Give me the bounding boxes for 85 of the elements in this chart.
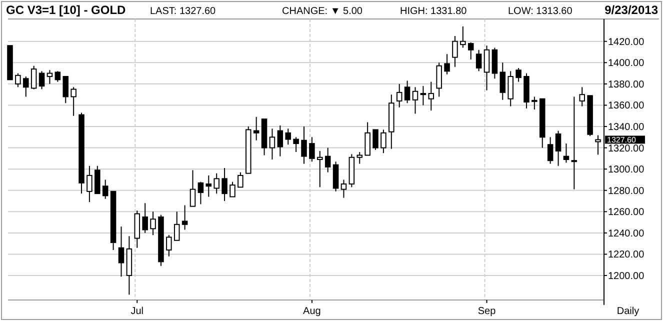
candlestick <box>332 161 339 192</box>
candlestick <box>532 96 538 110</box>
y-tick-label: 1320.00 <box>608 143 645 154</box>
candlestick <box>340 179 347 198</box>
candlestick <box>428 81 434 112</box>
text: 9/23/2013 <box>604 3 658 17</box>
candlestick <box>182 204 188 230</box>
text: LAST: 1327.60 <box>150 6 216 17</box>
candlestick <box>595 134 601 156</box>
y-tick-label: 1400.00 <box>608 58 645 70</box>
candlestick <box>38 70 45 90</box>
candlestick <box>94 165 100 194</box>
candlestick <box>452 36 458 68</box>
y-tick-label: 1220.00 <box>608 250 645 261</box>
candlestick <box>484 45 490 91</box>
candlestick <box>309 136 315 162</box>
y-tick-label: 1240.00 <box>608 228 645 240</box>
candlestick <box>324 147 331 173</box>
x-tick-label: Aug <box>303 306 321 317</box>
y-tick-label: 1420.00 <box>608 36 645 48</box>
x-tick-label: Sep <box>478 306 496 317</box>
candlestick <box>214 172 220 194</box>
candlestick <box>269 128 276 160</box>
candlestick <box>46 70 53 84</box>
text: 1327.60 <box>607 136 636 144</box>
candlestick <box>15 72 21 88</box>
candlestick <box>238 172 244 188</box>
candlestick <box>364 122 370 156</box>
candlestick <box>460 26 466 48</box>
candlestick <box>102 179 108 200</box>
text: HIGH: 1331.80 <box>400 6 468 17</box>
candlestick <box>206 174 212 198</box>
candlestick <box>30 65 37 90</box>
candlestick <box>54 70 61 82</box>
candlestick <box>118 226 124 278</box>
candlestick <box>372 129 378 150</box>
candlestick <box>436 62 442 98</box>
candlestick <box>412 86 418 114</box>
candlestick <box>198 181 204 205</box>
y-tick-label: 1200.00 <box>608 271 645 282</box>
candlestick <box>404 80 410 104</box>
text: LOW: 1313.60 <box>508 6 573 17</box>
candlestick <box>293 136 299 153</box>
candlestick <box>230 181 236 198</box>
candlestick <box>396 83 402 108</box>
x-tick-label: Jul <box>130 306 144 317</box>
candlestick <box>62 76 69 104</box>
chart-title: GC V3=1 [10] - GOLD <box>6 3 126 17</box>
candlestick <box>166 234 172 257</box>
candlestick <box>444 54 450 75</box>
text: CHANGE: ▼ 5.00 <box>282 6 363 17</box>
y-tick-label: 1280.00 <box>608 186 645 197</box>
candlestick <box>253 116 260 141</box>
candlestick <box>277 124 284 157</box>
text: Daily <box>616 306 640 317</box>
candlestick <box>555 130 562 166</box>
candlestick <box>142 202 148 234</box>
candlestick <box>563 143 570 164</box>
candlestick <box>174 211 180 241</box>
candlestick <box>571 96 578 190</box>
candlestick <box>70 86 76 116</box>
candlestick <box>301 126 307 164</box>
candlestick <box>222 168 228 202</box>
candlestick <box>476 49 482 72</box>
candlestick <box>356 152 363 164</box>
y-tick-label: 1360.00 <box>608 100 645 112</box>
candlestick <box>150 211 156 236</box>
candlestick <box>380 129 386 154</box>
candlestick <box>285 128 291 146</box>
candlestick <box>508 70 514 107</box>
candlestick <box>500 62 506 100</box>
candlestick <box>547 136 554 164</box>
y-tick-label: 1340.00 <box>608 122 645 134</box>
candlestick <box>86 165 92 203</box>
candlestick <box>317 150 323 188</box>
y-tick-label: 1380.00 <box>608 79 645 90</box>
candlestick <box>492 47 498 80</box>
candlestick <box>516 67 522 82</box>
candlestick <box>468 42 474 60</box>
candlestick <box>579 86 585 107</box>
candlestick <box>190 170 196 207</box>
candlestick <box>420 86 426 106</box>
candlestick <box>23 76 29 98</box>
y-tick-label: 1260.00 <box>608 207 645 218</box>
y-tick-label: 1300.00 <box>608 164 645 176</box>
